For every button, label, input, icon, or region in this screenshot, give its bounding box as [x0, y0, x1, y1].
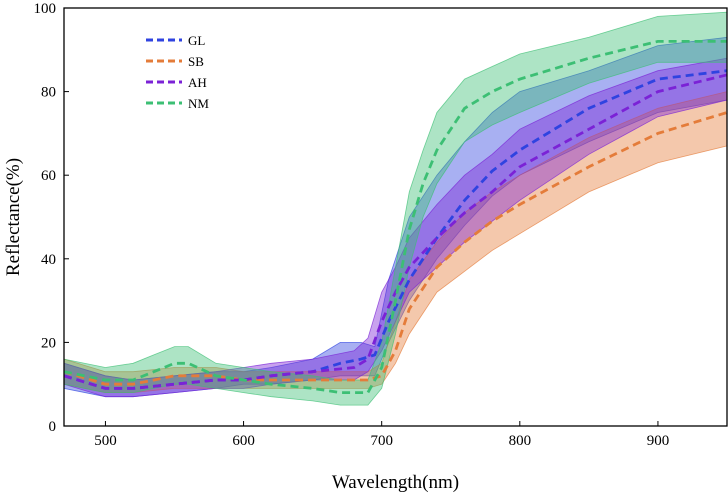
legend-label: AH: [188, 75, 207, 90]
y-tick-label: 100: [34, 1, 57, 17]
y-tick-label: 80: [41, 85, 56, 101]
x-axis-title: Wavelength(nm): [332, 472, 459, 493]
confidence-bands: [63, 11, 728, 406]
legend-item-ah: AH: [146, 75, 207, 90]
mean-line-ah: [63, 73, 728, 390]
x-axis-ticks: 500 600 700 800 900: [94, 421, 669, 449]
legend-item-sb: SB: [146, 54, 204, 69]
y-axis-ticks: 0 20 40 60 80 100: [34, 1, 69, 435]
x-tick-label: 500: [94, 433, 117, 449]
y-tick-label: 20: [41, 335, 56, 351]
x-tick-label: 900: [647, 433, 670, 449]
x-tick-label: 700: [370, 433, 393, 449]
y-tick-label: 40: [41, 252, 56, 268]
mean-lines: [63, 40, 728, 395]
mean-line-nm: [63, 40, 727, 395]
legend-item-gl: GL: [146, 33, 205, 48]
legend-label: SB: [188, 54, 204, 69]
plot-frame: [63, 7, 728, 427]
legend: GL SB AH NM: [146, 33, 209, 111]
y-tick-label: 60: [41, 168, 56, 184]
x-tick-label: 800: [509, 433, 532, 449]
legend-item-nm: NM: [146, 96, 209, 111]
y-axis-title: Reflectance(%): [3, 158, 24, 276]
y-tick-label: 0: [49, 419, 57, 435]
legend-label: GL: [188, 33, 205, 48]
legend-label: NM: [188, 96, 209, 111]
x-tick-label: 600: [232, 433, 255, 449]
